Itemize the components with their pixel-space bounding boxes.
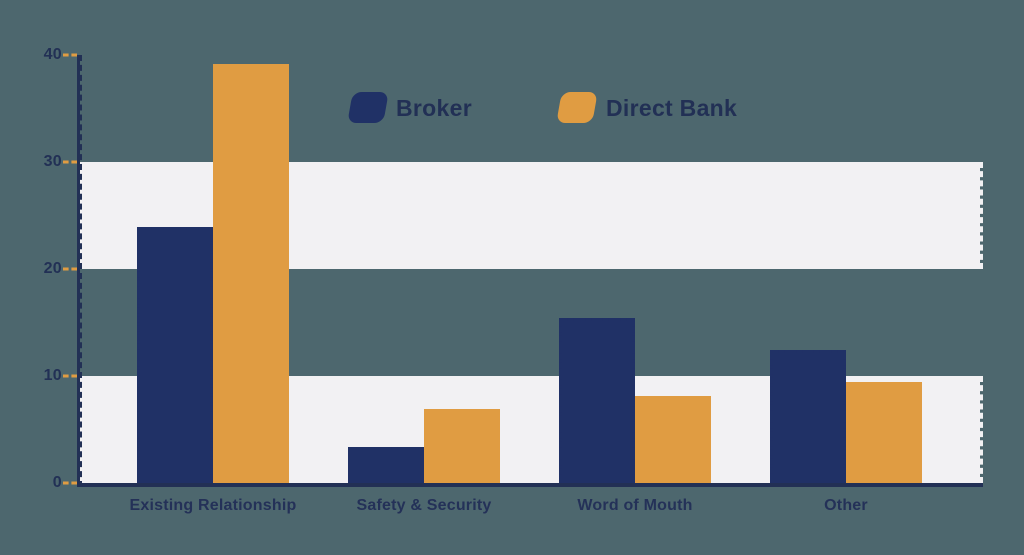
legend-swatch-direct-bank <box>556 92 598 123</box>
y-tick-mark-40 <box>63 53 77 57</box>
x-axis-label-word-of-mouth: Word of Mouth <box>577 497 693 514</box>
x-axis-label-safety-security: Safety & Security <box>356 497 492 514</box>
x-axis-line <box>78 483 983 487</box>
bar-direct-bank-word-of-mouth <box>635 396 711 483</box>
legend-label-direct-bank: Direct Bank <box>606 95 738 121</box>
y-tick-label-30: 30 <box>43 153 62 170</box>
bar-direct-bank-safety-security <box>424 409 500 483</box>
y-tick-label-10: 10 <box>43 367 62 384</box>
legend-label-broker: Broker <box>396 95 472 121</box>
bar-broker-other <box>770 350 846 483</box>
y-tick-label-20: 20 <box>43 260 62 277</box>
bar-broker-word-of-mouth <box>559 318 635 483</box>
bar-direct-bank-existing-relationship <box>213 63 289 483</box>
y-tick-label-0: 0 <box>52 474 62 491</box>
y-tick-label-40: 40 <box>43 46 62 63</box>
legend-swatch-broker <box>347 92 389 123</box>
x-axis-label-other: Other <box>824 497 868 514</box>
bar-broker-safety-security <box>348 446 424 483</box>
y-tick-mark-10 <box>63 374 77 378</box>
y-tick-mark-20 <box>63 267 77 271</box>
bar-broker-existing-relationship <box>137 227 213 483</box>
y-axis-line <box>77 55 82 487</box>
x-axis-label-existing-relationship: Existing Relationship <box>129 497 297 514</box>
y-tick-mark-30 <box>63 160 77 164</box>
y-tick-mark-0 <box>63 481 77 485</box>
bar-direct-bank-other <box>846 382 922 483</box>
